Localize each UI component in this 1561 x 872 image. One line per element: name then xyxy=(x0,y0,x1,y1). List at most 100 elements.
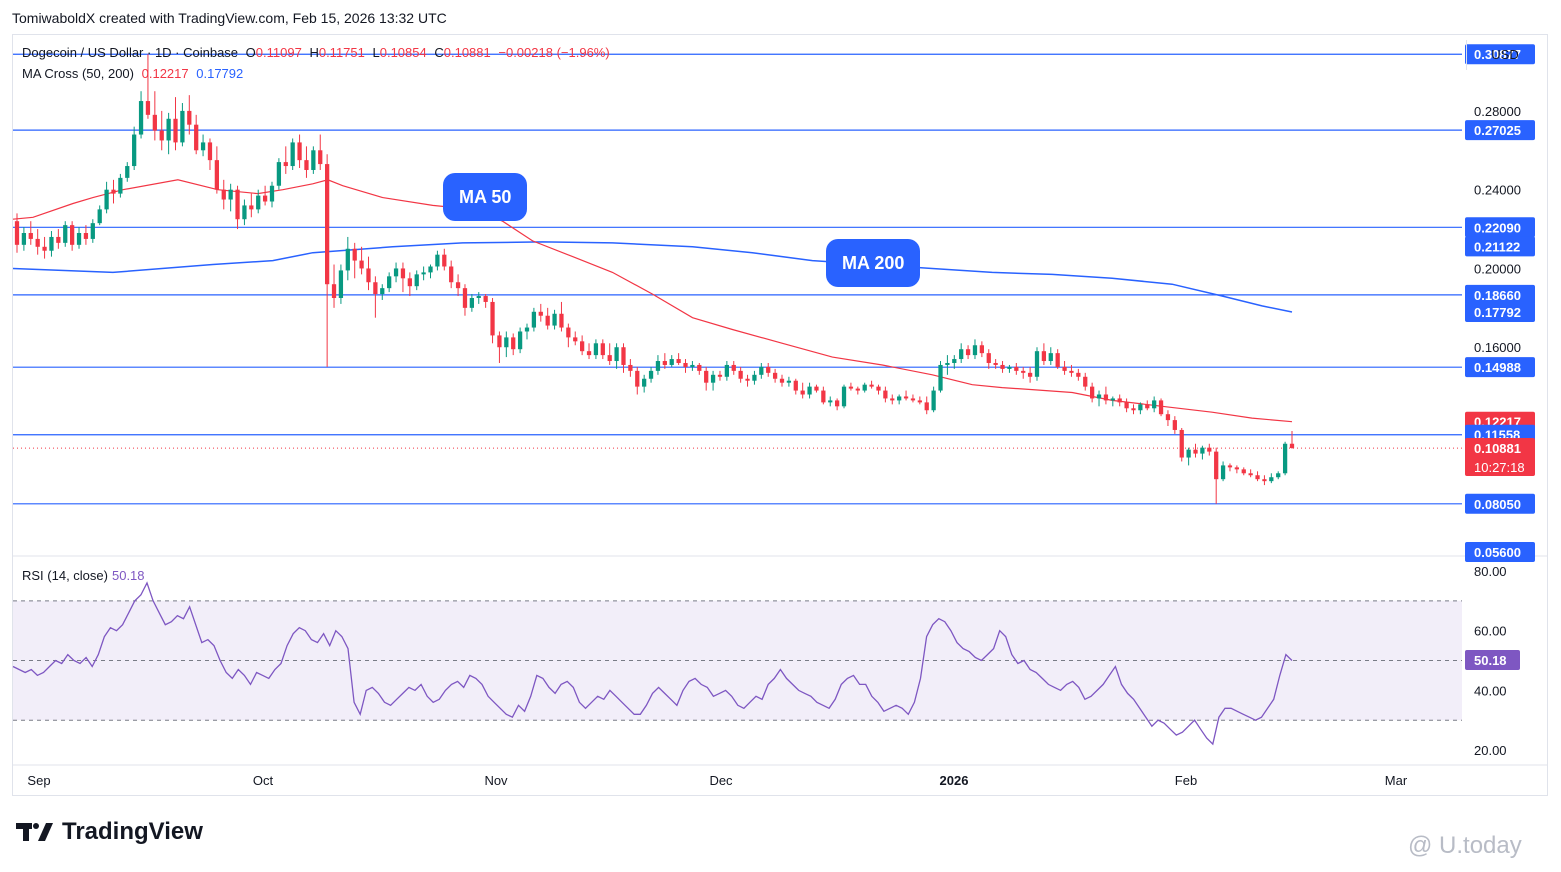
candle-body xyxy=(56,236,61,243)
candle-body xyxy=(1021,370,1026,373)
ma-cross-title[interactable]: MA Cross (50, 200) xyxy=(22,66,134,81)
rsi-axis-tick: 20.00 xyxy=(1474,743,1507,758)
candle-body xyxy=(173,118,178,143)
tradingview-logo-icon xyxy=(16,823,53,841)
rsi-axis-tick: 40.00 xyxy=(1474,683,1507,698)
price-axis-label-text: 0.30877 xyxy=(1474,47,1521,62)
rsi-axis-tick: 80.00 xyxy=(1474,564,1507,579)
candle-body xyxy=(965,349,971,356)
candle-body xyxy=(449,266,454,283)
candle-body xyxy=(70,225,75,245)
candle-body xyxy=(407,278,412,287)
candle-body xyxy=(118,177,123,194)
time-axis-label: Oct xyxy=(253,773,274,788)
price-axis-label-text: 0.22090 xyxy=(1474,220,1521,235)
candle-body xyxy=(262,195,268,202)
candle-body xyxy=(759,366,764,375)
price-axis-label xyxy=(1465,438,1535,477)
candle-body xyxy=(807,386,812,395)
time-axis-label: Dec xyxy=(709,773,733,788)
candle-body xyxy=(1282,443,1288,474)
candle-body xyxy=(1014,366,1019,371)
candle-body xyxy=(628,364,633,371)
candle-body xyxy=(1090,386,1095,399)
price-axis-tick: 0.16000 xyxy=(1474,340,1521,355)
candle-body xyxy=(1083,376,1088,387)
candle-body xyxy=(531,311,537,328)
candle-body xyxy=(297,142,302,161)
candle-body xyxy=(207,142,213,161)
candle-body xyxy=(428,266,433,273)
candle-body xyxy=(952,359,957,363)
price-axis-tick: 0.28000 xyxy=(1474,104,1521,119)
price-axis-label xyxy=(1465,284,1535,305)
low-value: 0.10854 xyxy=(379,45,427,60)
brand-name: TradingView xyxy=(62,818,203,845)
candle-body xyxy=(504,337,509,348)
candle-body xyxy=(752,374,757,381)
candle-body xyxy=(511,337,516,350)
candle-body xyxy=(897,396,902,401)
currency-button[interactable]: USD xyxy=(1466,40,1543,70)
candle-body xyxy=(421,272,426,275)
candle-body xyxy=(325,164,330,285)
candle-body xyxy=(1110,398,1115,401)
candle-body xyxy=(862,384,867,391)
price-axis-label-text: 0.17792 xyxy=(1474,305,1521,320)
open-value: 0.11097 xyxy=(255,45,302,60)
candle-body xyxy=(483,296,488,302)
price-axis-label-text: 0.14988 xyxy=(1474,360,1521,375)
candle-body xyxy=(331,284,337,298)
candle-body xyxy=(738,370,743,379)
tradingview-brand[interactable]: TradingView xyxy=(16,818,203,846)
candle-body xyxy=(490,301,495,336)
candle-body xyxy=(35,238,40,247)
candle-body xyxy=(187,110,192,125)
candle-body xyxy=(600,343,605,356)
low-label: L xyxy=(372,45,380,60)
candle-body xyxy=(635,370,640,387)
candle-body xyxy=(855,388,860,391)
price-axis-label-text: 0.27025 xyxy=(1474,123,1521,138)
candle-body xyxy=(283,162,288,167)
candle-body xyxy=(566,327,571,338)
candle-body xyxy=(132,134,137,167)
candle-body xyxy=(945,362,950,365)
time-axis-label: Nov xyxy=(484,773,508,788)
candle-body xyxy=(1000,364,1005,369)
ma50-line xyxy=(12,179,1293,423)
candle-body xyxy=(1193,449,1198,454)
candle-body xyxy=(145,101,151,115)
price-axis-tick: 0.20000 xyxy=(1474,261,1521,276)
candle-body xyxy=(228,189,233,200)
candle-body xyxy=(311,150,316,170)
candle-body xyxy=(1214,451,1219,480)
candle-body xyxy=(1069,370,1074,373)
candle-body xyxy=(1027,372,1033,377)
open-label: O xyxy=(245,45,256,60)
candle-body xyxy=(614,347,619,362)
rsi-title[interactable]: RSI (14, close) xyxy=(22,568,108,583)
price-axis-label xyxy=(1465,236,1535,257)
candle-body xyxy=(621,347,626,365)
candle-body xyxy=(49,236,54,251)
candle-body xyxy=(166,118,171,141)
candle-body xyxy=(1289,443,1295,449)
candle-body xyxy=(1234,467,1239,470)
candle-body xyxy=(800,390,805,395)
price-axis-label xyxy=(1465,301,1535,322)
candle-body xyxy=(1152,400,1157,409)
symbol-title[interactable]: Dogecoin / US Dollar · 1D · Coinbase xyxy=(22,45,239,60)
candle-body xyxy=(938,364,943,391)
candle-body xyxy=(1227,465,1233,468)
time-axis-label: Mar xyxy=(1385,773,1408,788)
candle-body xyxy=(903,396,909,399)
candle-body xyxy=(1103,394,1109,401)
time-axis-label: Sep xyxy=(27,773,50,788)
candle-body xyxy=(1186,449,1191,458)
candle-body xyxy=(1158,400,1164,415)
candle-body xyxy=(97,209,102,224)
candle-body xyxy=(373,282,378,295)
candle-body xyxy=(1096,394,1102,399)
